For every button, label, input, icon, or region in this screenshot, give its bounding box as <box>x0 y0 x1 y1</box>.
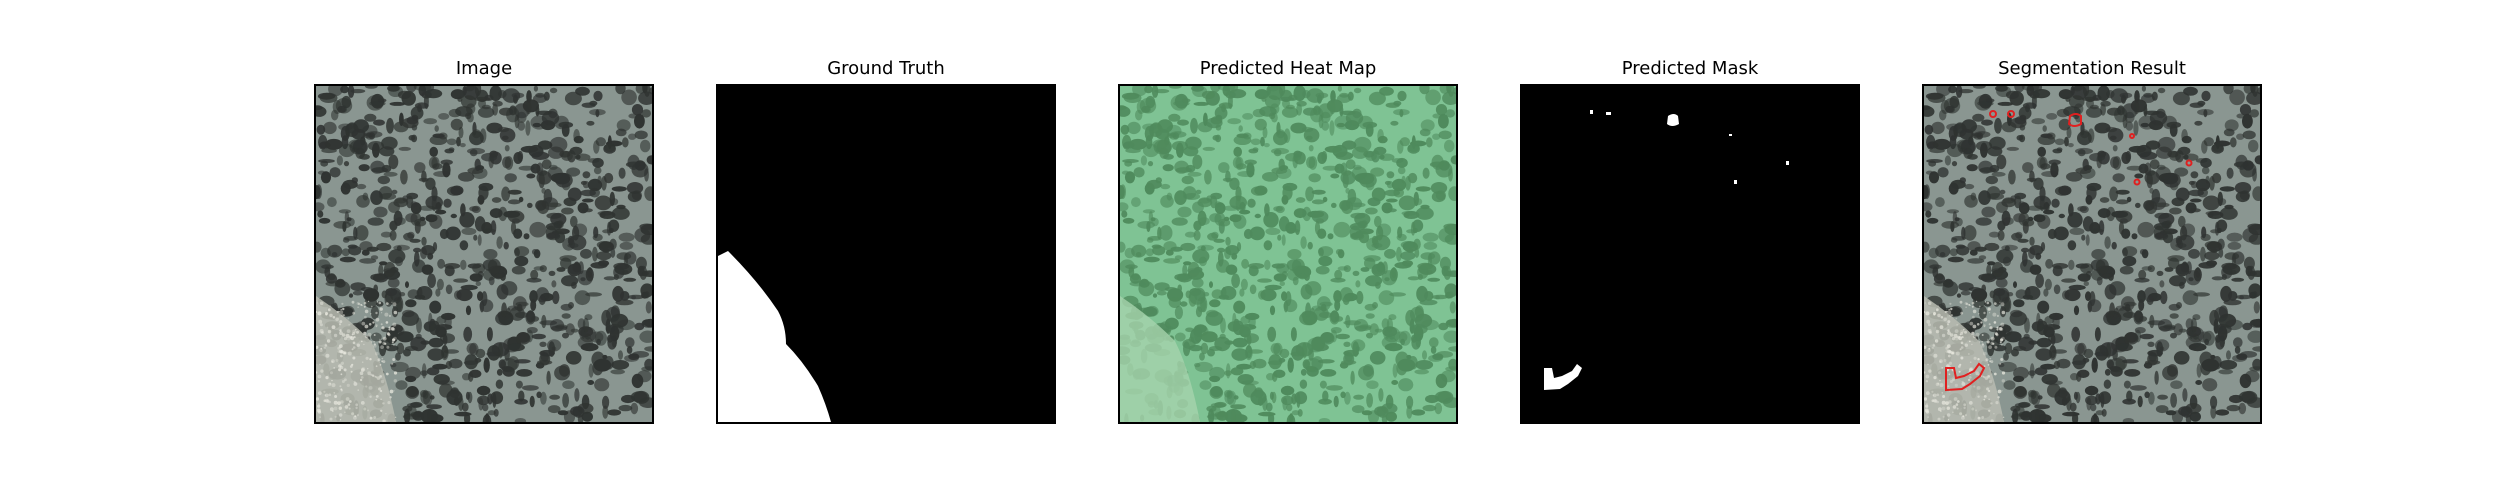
panel-predicted-mask: Predicted Mask <box>1520 0 1860 500</box>
predicted-mask-frame <box>1520 84 1860 424</box>
segmentation-overlay <box>1924 86 2260 422</box>
panel-image: Image <box>314 0 654 500</box>
panel-title: Segmentation Result <box>1998 58 2186 79</box>
panel-ground-truth: Ground Truth <box>716 0 1056 500</box>
panel-heatmap: Predicted Heat Map <box>1118 0 1458 500</box>
panel-title: Image <box>455 58 513 79</box>
segmentation-frame <box>1922 84 2262 424</box>
ground-truth-frame <box>716 84 1056 424</box>
predicted-mask <box>1522 86 1858 422</box>
image-frame <box>314 84 654 424</box>
contour-lines <box>1945 110 2193 392</box>
panel-segmentation: Segmentation Result <box>1922 0 2262 500</box>
heatmap-frame <box>1118 84 1458 424</box>
satellite-image <box>316 86 652 422</box>
panel-title: Ground Truth <box>827 58 945 79</box>
ground-truth-mask <box>718 86 1054 422</box>
heatmap-image <box>1120 86 1456 422</box>
panel-title: Predicted Mask <box>1621 58 1759 79</box>
panel-title: Predicted Heat Map <box>1199 58 1377 79</box>
